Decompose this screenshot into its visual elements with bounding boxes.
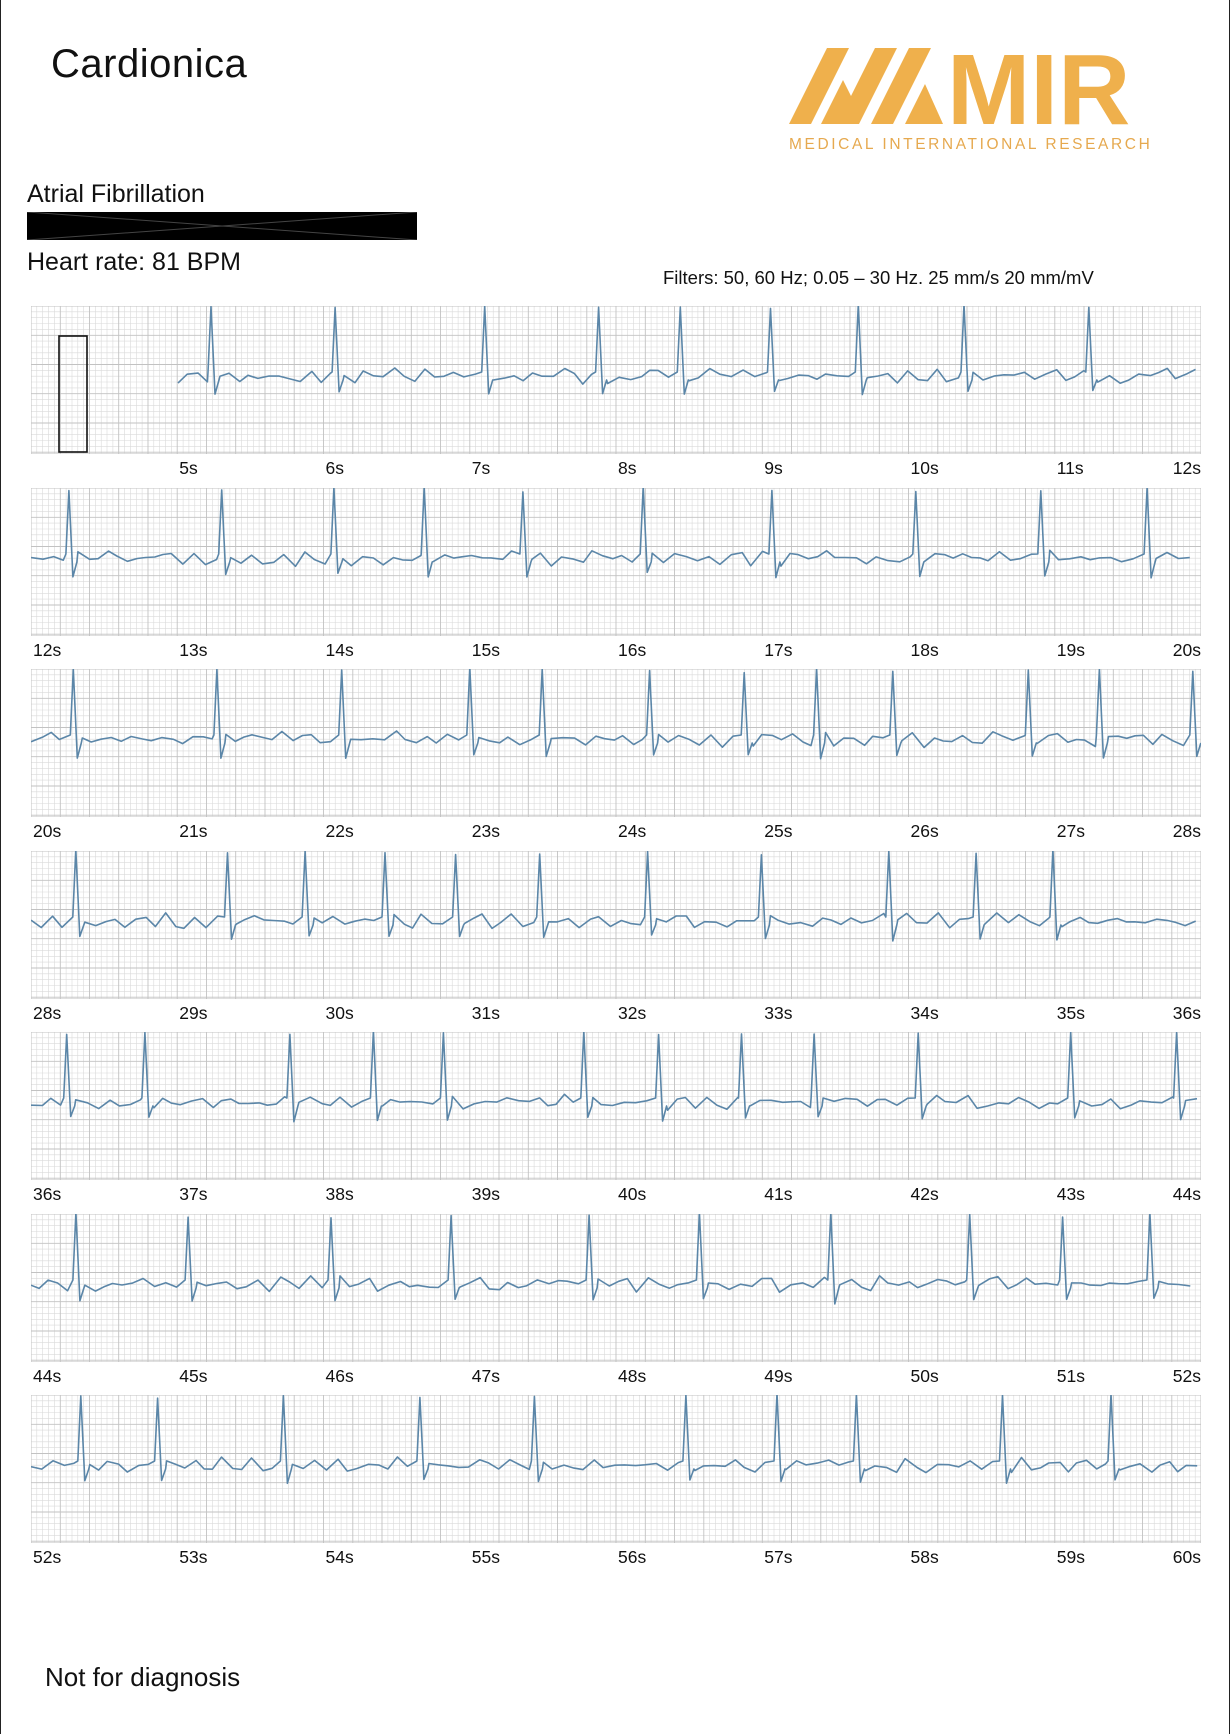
time-label: 41s (764, 1184, 793, 1204)
time-label: 32s (618, 1002, 647, 1023)
time-label: 40s (618, 1184, 647, 1204)
heart-rate: Heart rate: 81 BPM (27, 248, 241, 276)
time-label: 57s (764, 1547, 793, 1567)
mir-logo-icon: MIR (789, 44, 1130, 134)
mir-logo: MIR (787, 44, 1177, 134)
ecg-trace (31, 669, 1201, 760)
time-label: 12s (33, 639, 62, 660)
time-label: 11s (1056, 458, 1084, 478)
ecg-strip: 28s 29s 30s 31s 32s 33s 34s 35s 36s (31, 850, 1201, 1031)
time-label: 21s (179, 821, 208, 841)
time-label: 24s (618, 821, 647, 841)
time-label: 29s (179, 1002, 208, 1023)
time-label: 34s (910, 1002, 939, 1023)
time-label: 58s (910, 1547, 939, 1567)
filter-settings: Filters: 50, 60 Hz; 0.05 – 30 Hz. 25 mm/… (663, 267, 1094, 288)
ecg-strip: 36s 37s 38s 39s 40s 41s 42s 43s 44s (31, 1032, 1201, 1212)
ecg-trace (31, 850, 1197, 942)
ecg-trace (31, 1213, 1191, 1305)
time-label: 56s (618, 1547, 647, 1567)
ecg-grid (31, 487, 1201, 636)
ecg-grid (31, 306, 1201, 454)
ecg-trace (31, 1395, 1198, 1485)
time-label: 12s (1172, 458, 1201, 478)
ecg-strip: 44s 45s 46s 47s 48s 49s 50s 51s 52s (31, 1213, 1201, 1394)
time-label: 8s (618, 458, 637, 478)
time-label: 31s (471, 1002, 500, 1023)
time-label: 20s (1172, 639, 1201, 660)
time-label: 35s (1056, 1002, 1085, 1023)
time-label: 55s (471, 1547, 500, 1567)
time-label: 9s (764, 458, 783, 478)
time-label: 16s (618, 639, 647, 660)
ecg-strip: 52s 53s 54s 55s 56s 57s 58s 59s 60s (31, 1395, 1201, 1575)
time-label: 15s (471, 639, 500, 660)
time-label: 7s (471, 458, 491, 478)
time-label: 22s (325, 821, 354, 841)
ecg-trace (31, 487, 1190, 579)
time-label: 26s (910, 821, 939, 841)
time-label: 38s (325, 1184, 354, 1204)
time-label: 5s (179, 458, 198, 478)
time-label: 48s (618, 1365, 647, 1386)
time-label: 44s (33, 1365, 62, 1386)
time-label: 19s (1056, 639, 1085, 660)
time-label: 59s (1056, 1547, 1085, 1567)
redacted-patient-info (27, 212, 417, 240)
ecg-grid (31, 1032, 1201, 1180)
time-label: 28s (33, 1002, 62, 1023)
time-label: 53s (179, 1547, 208, 1567)
rhythm-title: Atrial Fibrillation (27, 180, 205, 208)
time-label: 6s (325, 458, 344, 478)
logo-subtitle: MEDICAL INTERNATIONAL RESEARCH (789, 136, 1153, 153)
brand-name: Cardionica (51, 42, 248, 86)
time-label: 27s (1056, 821, 1085, 841)
time-label: 39s (471, 1184, 500, 1204)
time-label: 17s (764, 639, 793, 660)
time-label: 42s (910, 1184, 939, 1204)
mir-logo-text: MIR (947, 44, 1130, 134)
ecg-trace (177, 306, 1196, 396)
time-label: 47s (471, 1365, 500, 1386)
ecg-grid (31, 1395, 1201, 1543)
ecg-trace (31, 1032, 1198, 1123)
time-label: 50s (910, 1365, 939, 1386)
ecg-grid (31, 1213, 1201, 1362)
calibration-pulse (58, 335, 88, 453)
time-label: 45s (179, 1365, 208, 1386)
ecg-strip: 5s 6s 7s 8s 9s 10s 11s 12s (31, 306, 1201, 486)
disclaimer: Not for diagnosis (45, 1662, 241, 1692)
time-label: 46s (325, 1365, 354, 1386)
time-label: 33s (764, 1002, 793, 1023)
time-label: 30s (325, 1002, 354, 1023)
time-label: 18s (910, 639, 939, 660)
ecg-grid (31, 850, 1201, 999)
time-label: 52s (33, 1547, 62, 1567)
time-label: 36s (1172, 1002, 1201, 1023)
ecg-strip: 12s 13s 14s 15s 16s 17s 18s 19s 20s (31, 487, 1201, 668)
time-label: 23s (471, 821, 500, 841)
time-label: 28s (1172, 821, 1201, 841)
time-label: 54s (325, 1547, 354, 1567)
ecg-grid (31, 669, 1201, 817)
time-label: 51s (1056, 1365, 1085, 1386)
time-label: 10s (910, 458, 939, 478)
ecg-strip: 20s 21s 22s 23s 24s 25s 26s 27s 28s (31, 669, 1201, 849)
time-label: 13s (179, 639, 208, 660)
time-label: 44s (1172, 1184, 1201, 1204)
time-label: 37s (179, 1184, 208, 1204)
time-label: 49s (764, 1365, 793, 1386)
time-label: 20s (33, 821, 62, 841)
time-label: 36s (33, 1184, 62, 1204)
time-label: 60s (1172, 1547, 1201, 1567)
time-label: 25s (764, 821, 793, 841)
time-label: 14s (325, 639, 354, 660)
time-label: 52s (1172, 1365, 1201, 1386)
time-label: 43s (1056, 1184, 1085, 1204)
